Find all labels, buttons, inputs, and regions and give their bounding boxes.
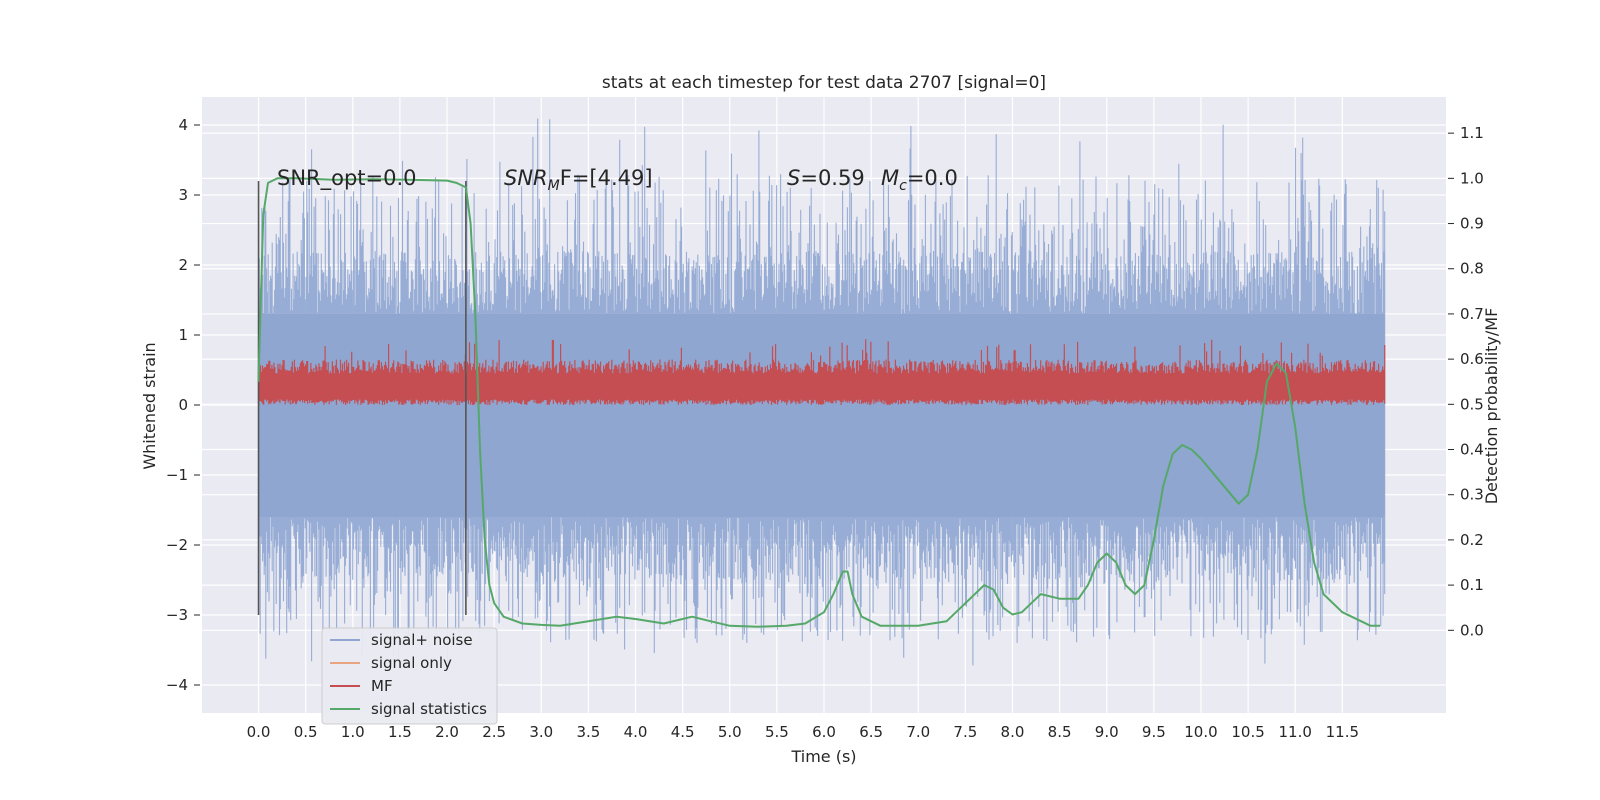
window-markers: [257, 181, 467, 615]
y-tick-label: −3: [166, 606, 188, 624]
x-tick-label: 4.5: [671, 723, 695, 741]
y-tick-label: −1: [166, 466, 188, 484]
annotation-mc-value: =0.0: [907, 166, 958, 190]
x-tick-label: 3.5: [576, 723, 600, 741]
x-axis-label: Time (s): [790, 747, 856, 766]
x-tick-label: 7.0: [906, 723, 930, 741]
y2-tick-label: 0.4: [1460, 441, 1484, 459]
legend-label-signal-noise: signal+ noise: [371, 631, 473, 649]
x-tick-label: 2.0: [435, 723, 459, 741]
series-signal-statistics: [257, 177, 1380, 628]
x-tick-labels: 0.0 0.5 1.0 1.5 2.0 2.5 3.0 3.5 4.0 4.5 5.0 5.5 6.0 6…: [247, 723, 1359, 741]
annotation-mc: Mc=0.0: [881, 166, 958, 194]
x-tick-label: 10.5: [1231, 723, 1264, 741]
y-tick-label: −4: [166, 676, 188, 694]
annotation-s: S=0.59: [787, 166, 865, 190]
y-tick-label: 0: [178, 396, 188, 414]
x-tick-label: 6.5: [859, 723, 883, 741]
y2-tick-label: 1.0: [1460, 169, 1484, 187]
y2-tick-label: 0.2: [1460, 531, 1484, 549]
annotation-s-value: =0.59: [800, 166, 864, 190]
x-tick-label: 11.5: [1326, 723, 1359, 741]
legend-label-signal-statistics: signal statistics: [371, 700, 487, 718]
legend-label-signal-only: signal only: [371, 654, 452, 672]
annotation-s-name: S: [787, 166, 800, 190]
y2-tick-labels: 1.1 1.0 0.9 0.8 0.7 0.6 0.5 0.4 0.3 0.2 0.1 0.0: [1448, 124, 1484, 639]
y-tick-label: 2: [178, 256, 188, 274]
y2-tick-label: 0.9: [1460, 215, 1484, 233]
series-mf: [257, 339, 1386, 405]
chart-title: stats at each timestep for test data 270…: [602, 73, 1046, 93]
signal-statistics-line: [257, 177, 1380, 628]
y-tick-label: 1: [178, 326, 188, 344]
x-tick-label: 8.5: [1048, 723, 1072, 741]
y2-tick-label: 0.8: [1460, 260, 1484, 278]
x-tick-label: 5.5: [765, 723, 789, 741]
y-tick-label: 4: [178, 116, 188, 134]
x-tick-label: 1.5: [388, 723, 412, 741]
y2-tick-label: 0.1: [1460, 576, 1484, 594]
legend: signal+ noise signal only MF signal stat…: [321, 627, 498, 725]
x-tick-label: 8.0: [1001, 723, 1025, 741]
y-tick-label: −2: [166, 536, 188, 554]
y2-tick-label: 0.5: [1460, 395, 1484, 413]
x-tick-label: 0.5: [294, 723, 318, 741]
x-tick-label: 5.0: [718, 723, 742, 741]
signal-noise-core: [258, 314, 1385, 517]
annotation-snr-mf-sub: M: [548, 178, 560, 194]
annotation-snr-mf-name: SNR: [504, 166, 548, 190]
x-tick-label: 10.0: [1184, 723, 1217, 741]
annotation-snr-mf-rest: F=[4.49]: [560, 166, 653, 190]
series-signal-noise: [257, 118, 1386, 668]
y-axis-label: Whitened strain: [140, 342, 159, 469]
x-tick-label: 1.0: [341, 723, 365, 741]
legend-box: [321, 627, 498, 725]
x-tick-label: 4.0: [624, 723, 648, 741]
y-tick-label: 3: [178, 186, 188, 204]
x-tick-label: 0.0: [247, 723, 271, 741]
x-tick-label: 3.0: [529, 723, 553, 741]
legend-label-mf: MF: [371, 677, 393, 695]
x-tick-label: 6.0: [812, 723, 836, 741]
x-tick-label: 9.0: [1095, 723, 1119, 741]
annotation-snr-opt: SNR_opt=0.0: [277, 166, 417, 191]
y2-tick-label: 0.7: [1460, 305, 1484, 323]
x-tick-label: 9.5: [1142, 723, 1166, 741]
x-tick-label: 2.5: [482, 723, 506, 741]
annotation-mc-sub: c: [899, 178, 907, 194]
x-tick-label: 7.5: [953, 723, 977, 741]
y2-tick-label: 0.6: [1460, 350, 1484, 368]
x-tick-label: 11.0: [1279, 723, 1312, 741]
annotation-mc-name: M: [881, 166, 899, 190]
y-tick-labels: 4 3 2 1 0 −1 −2 −3 −4: [166, 116, 200, 694]
y2-tick-label: 0.3: [1460, 486, 1484, 504]
annotation-snr-mf: SNRMF=[4.49]: [504, 166, 653, 194]
y2-axis-label: Detection probability/MF: [1482, 308, 1501, 505]
y2-tick-label: 0.0: [1460, 621, 1484, 639]
y2-tick-label: 1.1: [1460, 124, 1484, 142]
